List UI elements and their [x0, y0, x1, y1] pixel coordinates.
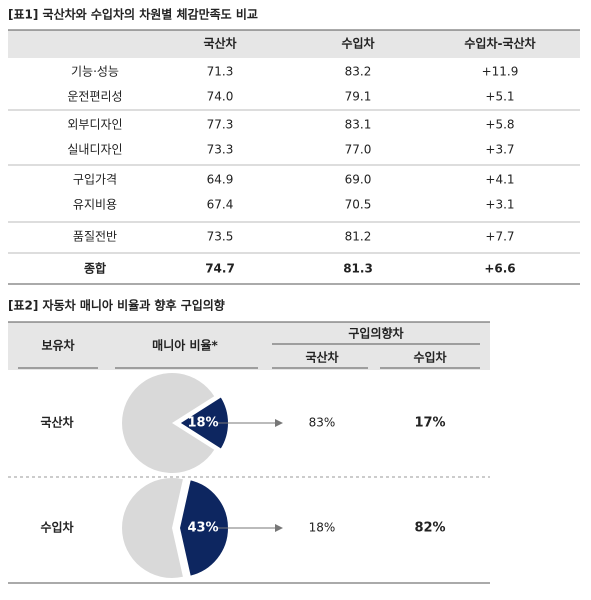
cell: 82% [414, 521, 445, 536]
row-label: 실내디자인 [67, 143, 122, 157]
table1-title: [표1] 국산차와 수입차의 차원별 체감만족도 비교 [8, 7, 258, 22]
pie-label: 43% [187, 521, 218, 536]
row-label: 종합 [84, 261, 106, 276]
cell: +3.1 [485, 198, 514, 212]
row-label: 유지비용 [73, 198, 117, 212]
table2-header-bg [8, 322, 490, 370]
cell: 67.4 [207, 198, 234, 212]
header: 수입차 [413, 350, 446, 365]
cell: 69.0 [345, 173, 372, 187]
cell: 64.9 [207, 173, 234, 187]
header: 국산차 [203, 36, 236, 51]
cell: 18% [309, 521, 336, 535]
row-label: 운전편리성 [67, 90, 122, 104]
cell: 77.3 [207, 118, 234, 132]
row-label: 외부디자인 [67, 118, 122, 132]
cell: +5.1 [485, 90, 514, 104]
row-label: 품질전반 [73, 230, 117, 244]
cell: 79.1 [345, 90, 372, 104]
header: 국산차 [305, 350, 338, 365]
cell: 81.3 [343, 262, 373, 276]
cell: 81.2 [345, 230, 372, 244]
cell: +5.8 [485, 118, 514, 132]
cell: 70.5 [345, 198, 372, 212]
cell: 73.5 [207, 230, 234, 244]
table1-header-bg [8, 30, 580, 58]
cell: 83% [309, 416, 336, 430]
table2-title: [표2] 자동차 매니아 비율과 향후 구입의향 [8, 298, 225, 313]
cell: 83.2 [345, 65, 372, 79]
cell: 71.3 [207, 65, 234, 79]
cell: 83.1 [345, 118, 372, 132]
cell: 17% [414, 416, 445, 431]
row-label: 기능·성능 [71, 65, 119, 79]
row-label: 구입가격 [73, 173, 117, 187]
cell: +6.6 [484, 262, 515, 276]
cell: +11.9 [482, 65, 519, 79]
header: 매니아 비율* [152, 338, 218, 353]
pie-rest [122, 372, 215, 474]
cell: 74.0 [207, 90, 234, 104]
pie-label: 18% [187, 416, 218, 431]
cell: +3.7 [485, 143, 514, 157]
cell: +4.1 [485, 173, 514, 187]
header: 보유차 [41, 338, 74, 353]
cell: 73.3 [207, 143, 234, 157]
row-label: 수입차 [40, 520, 73, 535]
cell: 74.7 [205, 262, 235, 276]
cell: 77.0 [345, 143, 372, 157]
header: 구입의향차 [348, 326, 403, 341]
row-label: 국산차 [40, 415, 73, 430]
cell: +7.7 [485, 230, 514, 244]
header: 수입차 [341, 36, 374, 51]
header: 수입차-국산차 [464, 36, 535, 51]
pie-rest [122, 478, 183, 578]
